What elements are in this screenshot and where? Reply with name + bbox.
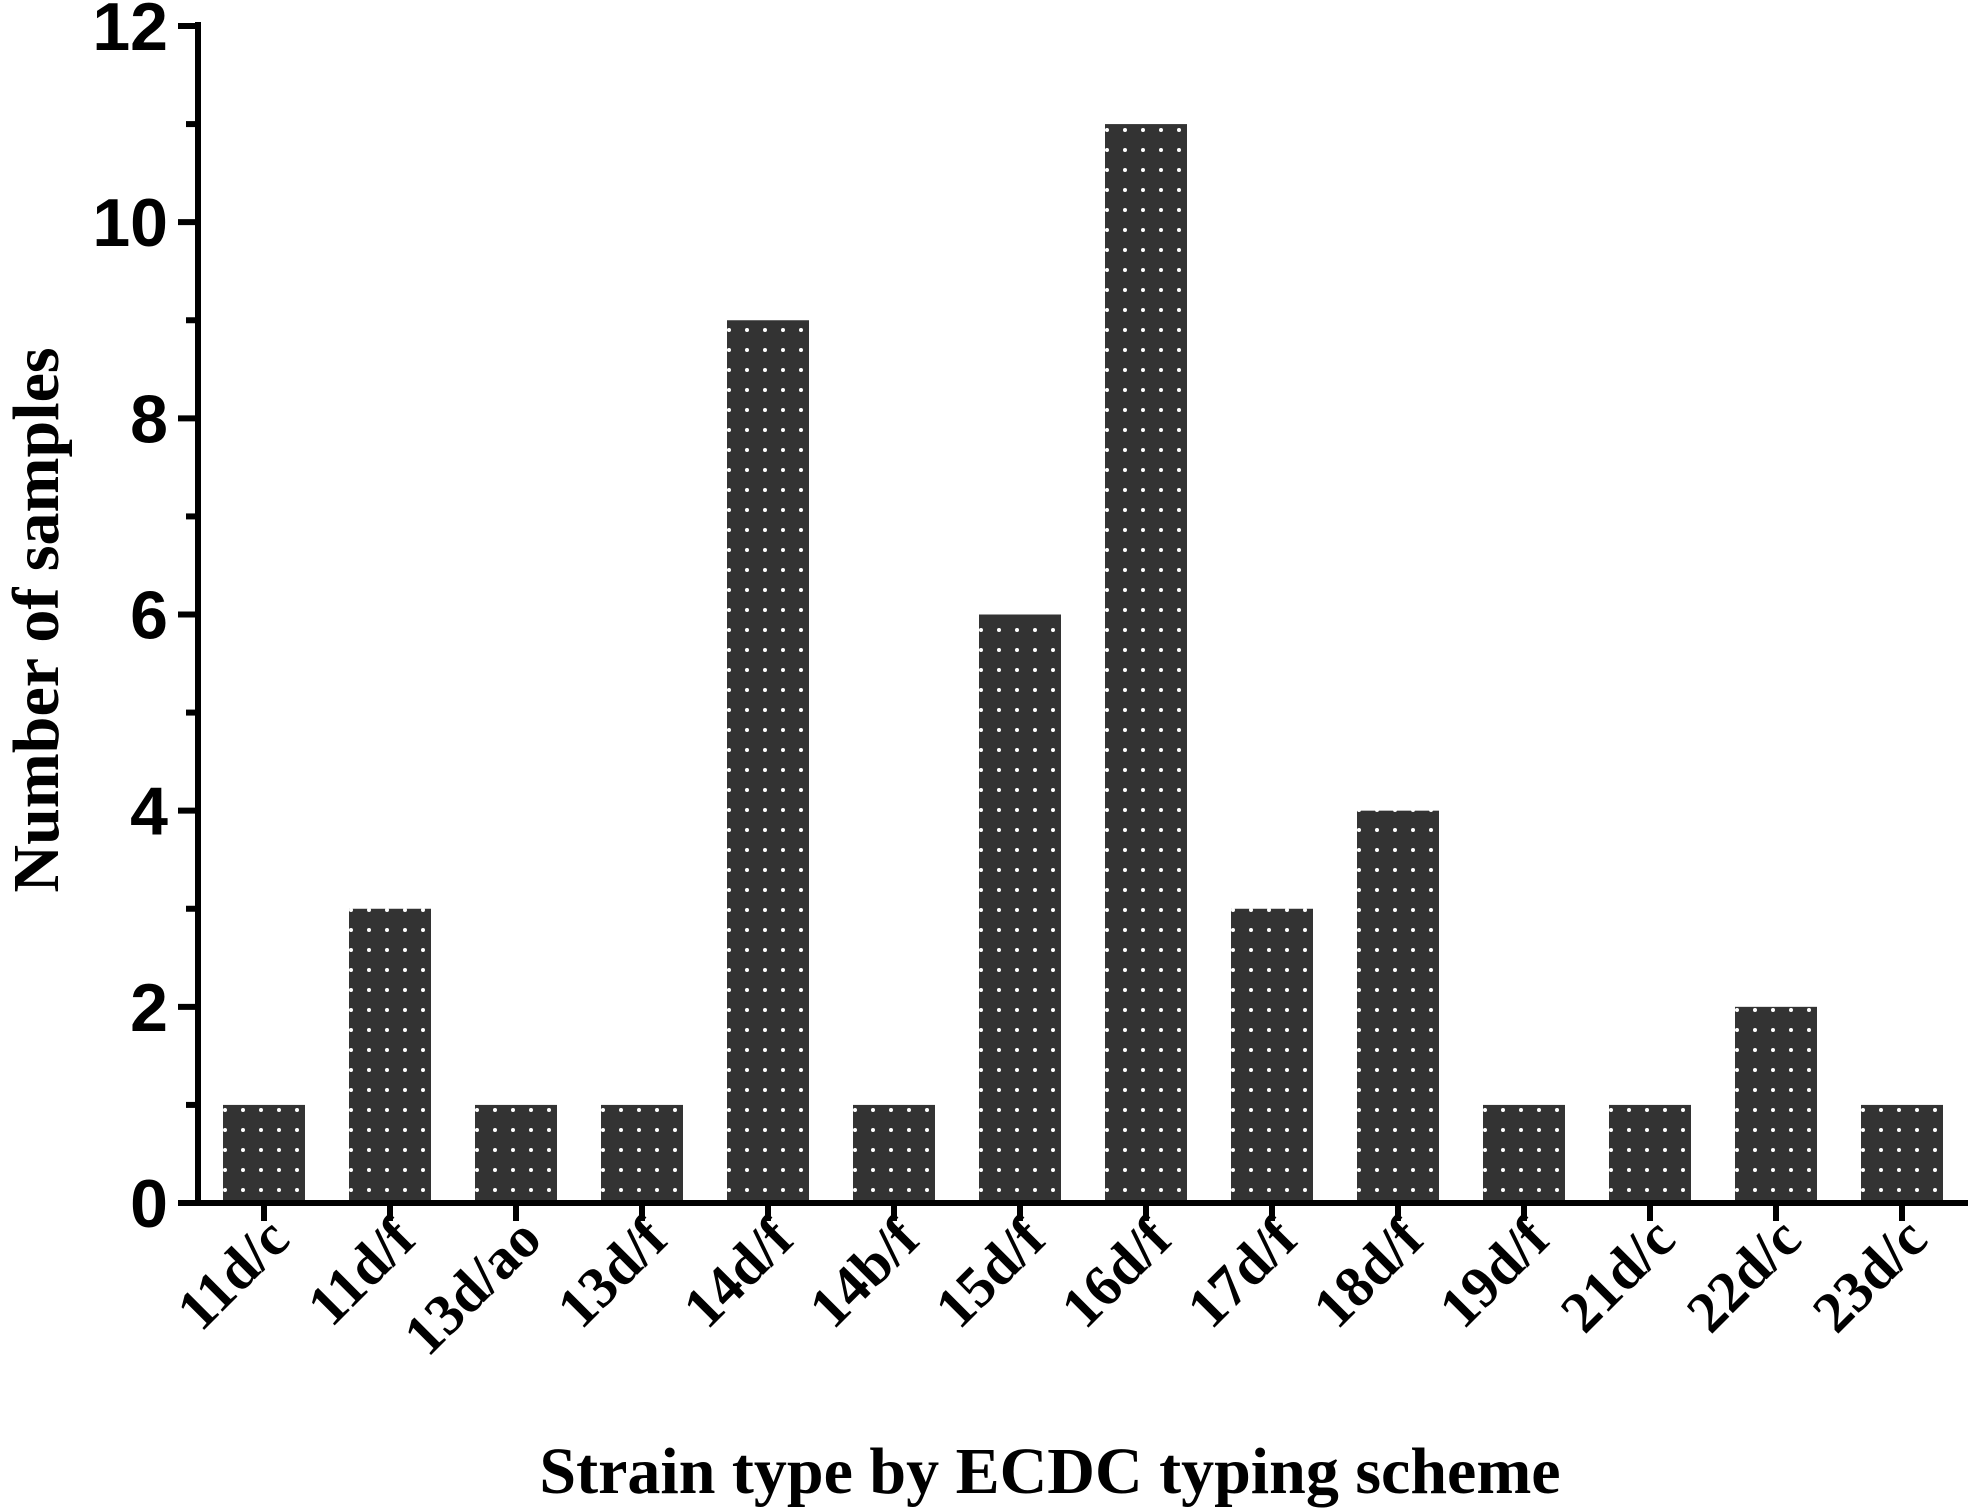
bar-19d-f (1483, 1104, 1565, 1203)
y-tick-label: 0 (130, 1166, 168, 1242)
x-tick-label: 16d/f (1048, 1205, 1183, 1340)
bar-23d-c (1861, 1104, 1943, 1203)
bar-15d-f (979, 614, 1061, 1203)
bars-layer (223, 124, 1943, 1203)
x-tick-labels: 11d/c11d/f13d/ao13d/f14d/f14b/f15d/f16d/… (164, 1205, 1939, 1368)
x-tick-label: 22d/c (1674, 1205, 1813, 1344)
x-tick-label: 23d/c (1800, 1205, 1939, 1344)
x-tick-label: 13d/ao (391, 1205, 553, 1367)
x-tick-label: 21d/c (1548, 1205, 1687, 1344)
axes-layer (178, 22, 1968, 1221)
bar-11d-c (223, 1104, 305, 1203)
y-axis-title: Number of samples (0, 347, 73, 892)
y-tick-label: 2 (130, 970, 168, 1046)
bar-17d-f (1231, 908, 1313, 1203)
bar-14b-f (853, 1104, 935, 1203)
y-tick-labels: 0 2 4 6 8 10 12 (92, 0, 168, 1242)
x-tick-label: 11d/c (164, 1205, 301, 1342)
x-tick-label: 14d/f (670, 1205, 805, 1340)
y-tick-label: 6 (130, 578, 168, 654)
x-tick-label: 18d/f (1300, 1205, 1435, 1340)
bar-22d-c (1735, 1006, 1817, 1203)
bar-21d-c (1609, 1104, 1691, 1203)
x-tick-label: 17d/f (1174, 1205, 1309, 1340)
x-axis-title: Strain type by ECDC typing scheme (539, 1435, 1560, 1508)
y-tick-label: 8 (130, 381, 168, 457)
bar-14d-f (727, 320, 809, 1203)
bar-13d-ao (475, 1104, 557, 1203)
x-tick-label: 15d/f (922, 1205, 1057, 1340)
y-tick-label: 10 (92, 185, 168, 261)
x-tick-label: 19d/f (1426, 1205, 1561, 1340)
y-tick-label: 4 (130, 774, 168, 850)
bar-18d-f (1357, 810, 1439, 1203)
bar-16d-f (1105, 124, 1187, 1203)
x-tick-label: 13d/f (544, 1205, 679, 1340)
bar-13d-f (601, 1104, 683, 1203)
y-tick-label: 12 (92, 0, 168, 65)
bar-11d-f (349, 908, 431, 1203)
x-tick-label: 14b/f (796, 1205, 931, 1340)
